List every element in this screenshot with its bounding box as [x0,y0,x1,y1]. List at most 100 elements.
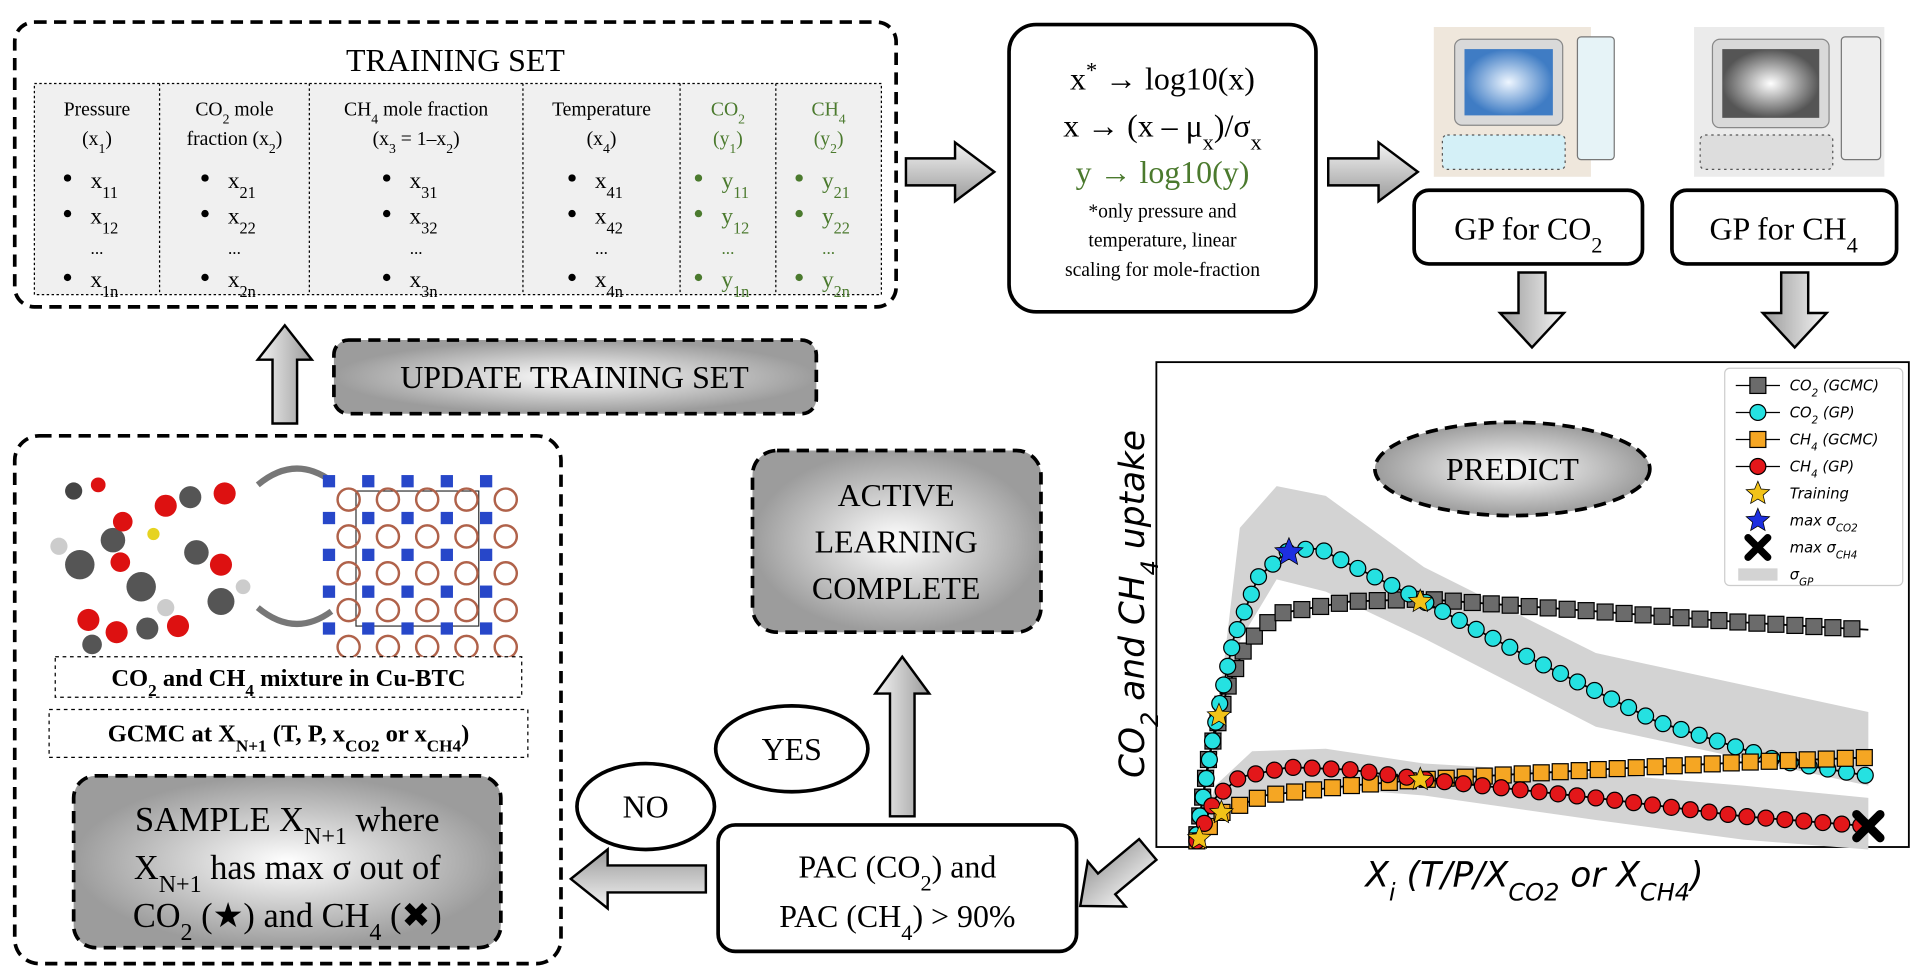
marker [1672,609,1690,627]
text-part: ) [837,128,844,150]
training-table [33,82,883,296]
mof-node [362,548,375,561]
predict-ellipse [1373,420,1652,518]
marker [1558,600,1576,618]
marker [1646,758,1664,776]
marker [1450,611,1469,630]
text-part: y [822,267,834,293]
marker [1492,779,1510,797]
text-part: N+1 [304,824,347,850]
column-item: y11 [722,168,749,201]
mof-node [479,475,493,488]
text-part: max σ [1790,512,1837,529]
marker [1745,480,1771,505]
text-part: fraction (x [187,128,269,150]
marker [1749,403,1767,422]
column-item: x42 [595,203,623,237]
text-part: where [347,801,440,839]
text-part: 22 [834,218,850,237]
gp-co2-box [1412,188,1645,266]
marker [1619,698,1638,717]
legend-label: max σCH4 [1790,539,1858,561]
column-item: y2n [822,267,850,300]
column-item: x11 [91,168,118,201]
mof-node [479,622,493,635]
marker [1520,597,1538,616]
text-part: ) and [932,850,997,885]
text-part: (T, P, x [267,720,346,747]
text-part: 2 [446,140,453,155]
text-part: 1 [98,140,105,155]
marker [1672,720,1690,739]
mof-node [440,548,453,561]
marker [1779,751,1797,770]
training-title: TRAINING SET [346,43,565,78]
mof-pore [454,560,479,586]
training-box [12,20,898,309]
column-item: y12 [721,203,749,237]
scaling-line: x* → log10(x) [1070,57,1255,97]
atom [179,486,202,509]
text-part: (GP) [1818,458,1854,475]
marker [1795,812,1813,830]
sample-box [71,773,503,950]
block-arrow [1078,837,1159,908]
marker [1653,607,1671,625]
marker [1231,796,1249,814]
marker [1229,770,1247,788]
text-part: x [228,168,240,194]
text-part: x [1070,62,1086,97]
text-part: max σ [1790,539,1837,556]
mof-pore [336,634,361,660]
text-part: x [595,267,607,293]
ellipsis: ... [595,239,608,258]
atom [65,482,83,500]
text-part: (GCMC) [1818,431,1879,448]
bullet [201,273,209,282]
marker [1587,789,1605,807]
marker [1539,599,1557,617]
bullet [63,273,72,282]
text-part: ) [610,128,617,150]
marker [1760,752,1778,770]
text-part: 2 [830,140,837,155]
marker [1454,775,1473,793]
mof-pore [454,524,479,549]
mof-node [440,511,453,525]
marker [1341,761,1359,779]
column-header: CH4 [812,98,846,125]
atom [77,608,100,631]
bullet [568,209,576,218]
tower [1840,36,1882,161]
mof-pore [414,634,440,660]
marker [1744,533,1772,561]
legend-label: max σCO2 [1790,512,1858,534]
bullet [694,209,703,218]
mof-node [401,585,414,598]
text-part: 11 [102,182,118,201]
text-part: 42 [607,218,623,237]
marker [1749,376,1767,395]
marker [1482,595,1500,613]
marker [1349,592,1367,610]
marker [1444,592,1462,610]
text-part: x [228,203,240,229]
column-header: fraction (x2) [187,128,283,155]
text-part: 2 [223,111,230,126]
text-part: 2n [240,282,256,301]
marker [1767,615,1785,633]
bullet [694,174,703,182]
marker [1303,759,1321,777]
marker [1259,614,1277,632]
mof-pore [414,524,440,549]
marker [1245,627,1263,645]
text-part: σ [1790,566,1800,583]
text-part: Pressure [64,98,131,120]
mixture-box [54,656,523,698]
text-part: CO [1790,404,1812,421]
text-part: (GP) [1818,404,1854,421]
text-part: GP for CH [1710,211,1847,246]
legend-label: CO2 (GP) [1790,404,1855,426]
text-part: x [1203,129,1214,154]
legend [1724,367,1904,587]
